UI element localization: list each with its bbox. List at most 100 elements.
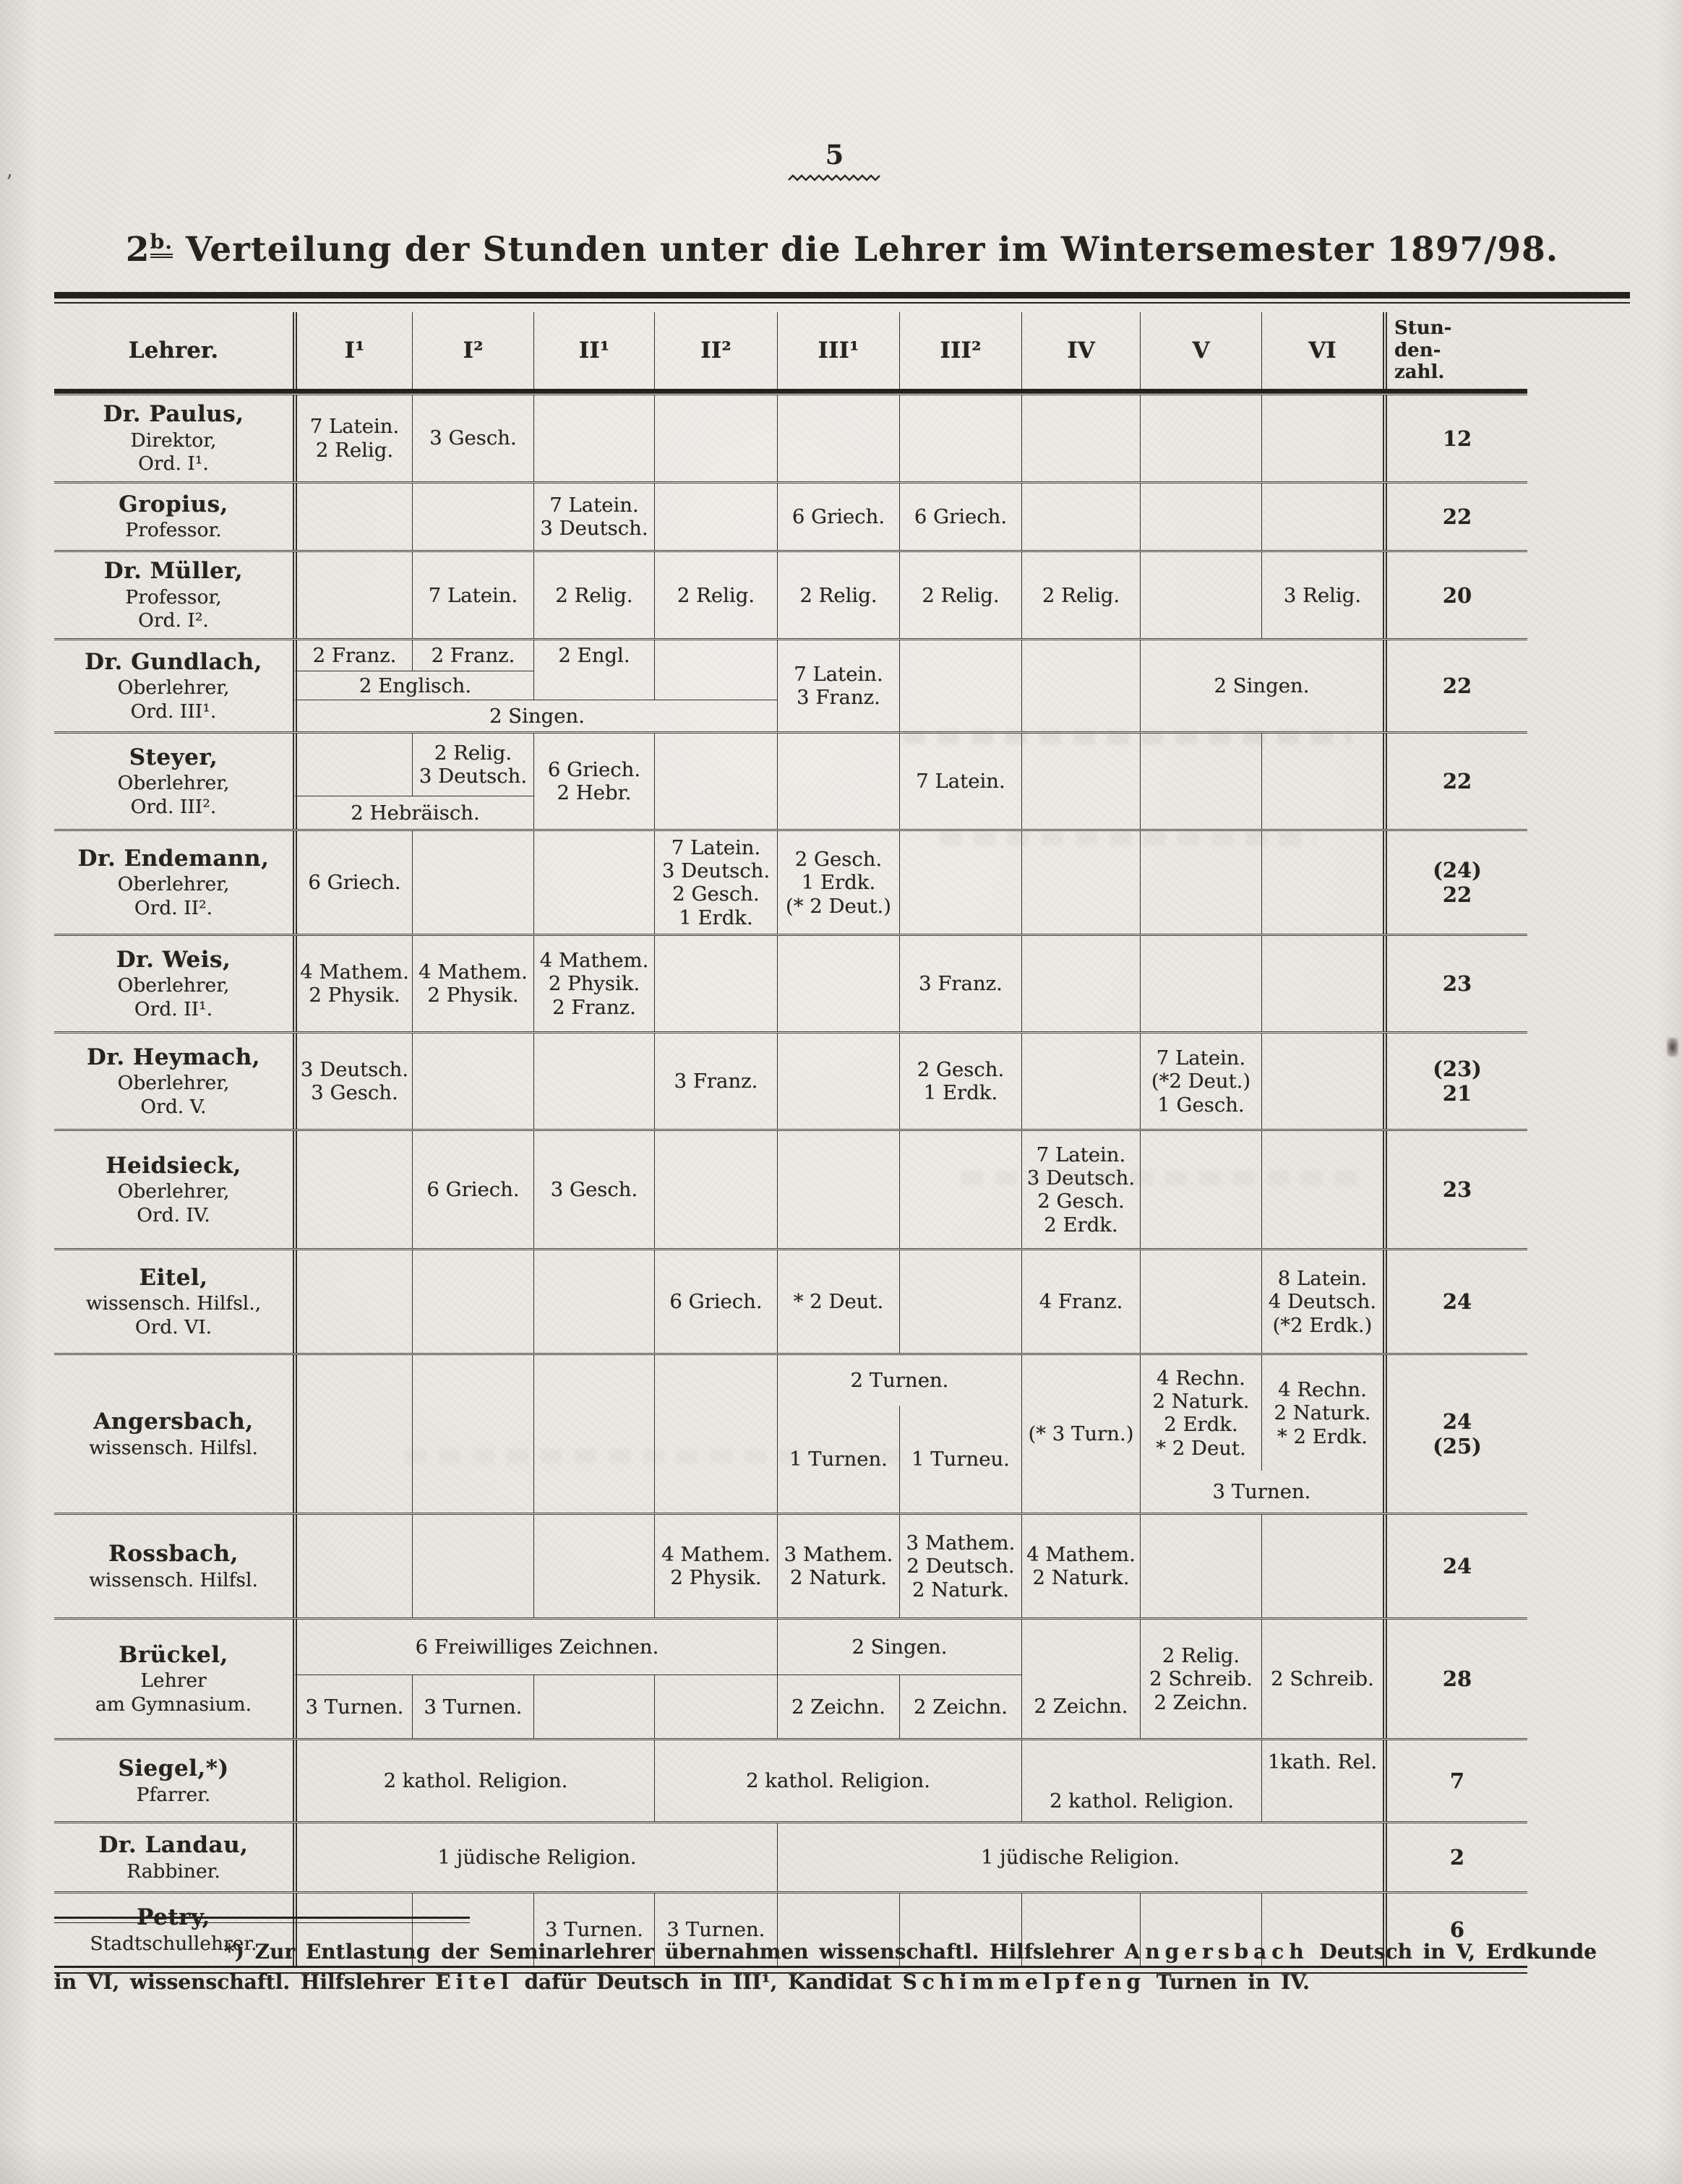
teacher-name: Dr. Gundlach, Oberlehrer, Ord. III¹. <box>85 648 262 723</box>
teacher-name: Gropius, Professor. <box>119 491 228 542</box>
table-cell: 2 Franz. <box>412 640 533 671</box>
hours-cell: 20 <box>1383 552 1527 639</box>
table-cell-empty <box>1140 1131 1261 1249</box>
hours-cell: 24 <box>1383 1250 1527 1354</box>
table-cell-empty <box>899 640 1021 732</box>
table-row-weis: Dr. Weis, Oberlehrer, Ord. II¹. 4 Mathem.… <box>54 934 1527 1032</box>
table-cell: 3 Relig. <box>1261 552 1383 639</box>
table-cell-span: 2 Singen. <box>293 700 777 732</box>
title-rule <box>54 292 1630 304</box>
table-cell-empty <box>533 1033 654 1130</box>
table-cell-empty <box>1021 640 1140 732</box>
teacher-name: Steyer, Oberlehrer, Ord. III². <box>117 744 230 818</box>
table-cell: 1 Turneu. <box>899 1406 1021 1513</box>
teacher-name: Brückel, Lehrer am Gymnasium. <box>95 1641 252 1716</box>
table-cell: 4 Rechn. 2 Naturk. * 2 Erdk. <box>1261 1355 1383 1471</box>
table-cell-empty <box>654 936 777 1032</box>
table-cell-empty <box>1140 1515 1261 1618</box>
scan-artifact: ’ <box>6 171 13 196</box>
page-number-block: 5 <box>781 139 889 184</box>
table-row-gundlach: Dr. Gundlach, Oberlehrer, Ord. III¹. 2 Fr… <box>54 638 1527 732</box>
hours-cell: 7 <box>1383 1740 1527 1822</box>
table-cell-empty <box>1261 936 1383 1032</box>
table-cell-empty <box>777 936 899 1032</box>
table-cell: 8 Latein. 4 Deutsch. (*2 Erdk.) <box>1261 1250 1383 1354</box>
table-cell-empty <box>1261 1131 1383 1249</box>
table-cell: 2 Franz. <box>293 640 412 671</box>
table-cell-empty <box>1021 831 1140 934</box>
table-cell: 7 Latein. 2 Relig. <box>293 395 412 482</box>
table-cell: 3 Gesch. <box>412 395 533 482</box>
table-cell-empty <box>533 1674 654 1739</box>
table-cell: 7 Latein. <box>412 552 533 639</box>
table-cell: 6 Griech. <box>412 1131 533 1249</box>
table-cell-empty <box>654 1355 777 1513</box>
table-cell: 4 Franz. <box>1021 1250 1140 1354</box>
table-cell-empty <box>1261 734 1383 830</box>
table-row-landau: Dr. Landau, Rabbiner. 1 jüdische Religion… <box>54 1821 1527 1892</box>
teacher-name: Eitel, wissensch. Hilfsl., Ord. VI. <box>85 1264 262 1338</box>
table-cell: 2 Engl. <box>533 640 654 671</box>
table-cell: 3 Franz. <box>654 1033 777 1130</box>
teacher-name: Rossbach, wissensch. Hilfsl. <box>89 1541 258 1591</box>
table-cell: 7 Latein. <box>899 734 1021 830</box>
col-header-lehrer: Lehrer. <box>128 337 219 364</box>
hours-cell: (23) 21 <box>1383 1033 1527 1130</box>
col-header-III2: III² <box>899 312 1021 389</box>
table-cell-empty <box>654 640 777 700</box>
table-row-heidsieck: Heidsieck, Oberlehrer, Ord. IV. 6 Griech.… <box>54 1129 1527 1249</box>
table-cell-empty <box>533 1250 654 1354</box>
scan-speck <box>1667 1038 1678 1057</box>
table-cell: 7 Latein. (*2 Deut.) 1 Gesch. <box>1140 1033 1261 1130</box>
hours-cell: 24 (25) <box>1383 1355 1527 1513</box>
table-cell-empty <box>412 1515 533 1618</box>
table-cell-span: 1 jüdische Religion. <box>293 1823 777 1892</box>
table-cell-empty <box>654 395 777 482</box>
col-header-VI: VI <box>1261 312 1383 389</box>
table-row-endemann: Dr. Endemann, Oberlehrer, Ord. II². 6 Gri… <box>54 829 1527 934</box>
table-cell: 3 Mathem. 2 Naturk. <box>777 1515 899 1618</box>
hours-cell: 2 <box>1383 1823 1527 1892</box>
footnote-name-eitel: Eitel <box>435 1970 514 1994</box>
table-row-siegel: Siegel,*) Pfarrer. 2 kathol. Religion. 2 … <box>54 1738 1527 1822</box>
table-cell-span: 6 Freiwilliges Zeichnen. <box>293 1620 777 1675</box>
col-header-II2: II² <box>654 312 777 389</box>
hours-cell: 12 <box>1383 395 1527 482</box>
table-cell-empty <box>412 1250 533 1354</box>
table-cell-span: 3 Turnen. <box>1140 1471 1383 1513</box>
col-header-I2: I² <box>412 312 533 389</box>
table-cell-empty <box>412 483 533 551</box>
table-cell: 2 Relig. <box>899 552 1021 639</box>
table-cell: 3 Gesch. <box>533 1131 654 1249</box>
table-cell-empty <box>1140 483 1261 551</box>
table-cell-empty <box>1140 831 1261 934</box>
table-cell: 2 Relig. 2 Schreib. 2 Zeichn. <box>1140 1620 1261 1739</box>
table-cell-empty <box>654 734 777 830</box>
hours-cell: 24 <box>1383 1515 1527 1618</box>
table-cell-empty <box>293 483 412 551</box>
title-number-sup: b. <box>150 232 173 258</box>
table-header-row: Lehrer. I¹ I² II¹ II² III¹ III² IV V VI … <box>54 312 1527 393</box>
table-cell: 4 Mathem. 2 Naturk. <box>1021 1515 1140 1618</box>
table-cell: 2 Zeichn. <box>1021 1674 1140 1739</box>
table-cell-empty <box>777 395 899 482</box>
table-cell: 7 Latein. 3 Franz. <box>777 640 899 732</box>
squiggle-underline <box>788 174 880 181</box>
table-cell-empty <box>777 1131 899 1249</box>
table-cell-empty <box>899 395 1021 482</box>
table-row-gropius: Gropius, Professor. 7 Latein. 3 Deutsch. … <box>54 481 1527 551</box>
hours-cell: 22 <box>1383 640 1527 732</box>
table-cell: 2 Relig. 3 Deutsch. <box>412 734 533 796</box>
table-cell: 3 Turnen. <box>654 1893 777 1966</box>
teacher-name: Dr. Weis, Oberlehrer, Ord. II¹. <box>116 946 231 1020</box>
table-cell: 2 Relig. <box>533 552 654 639</box>
table-cell-empty <box>533 1355 654 1513</box>
teacher-name: Dr. Endemann, Oberlehrer, Ord. II². <box>77 845 270 919</box>
table-cell: 3 Turnen. <box>533 1893 654 1966</box>
col-header-stundenzahl: Stun- den- zahl. <box>1383 312 1527 389</box>
table-cell: * 2 Deut. <box>777 1250 899 1354</box>
table-cell-empty <box>412 1033 533 1130</box>
table-cell: 3 Turnen. <box>293 1674 412 1739</box>
table-cell: (* 3 Turn.) <box>1021 1355 1140 1513</box>
